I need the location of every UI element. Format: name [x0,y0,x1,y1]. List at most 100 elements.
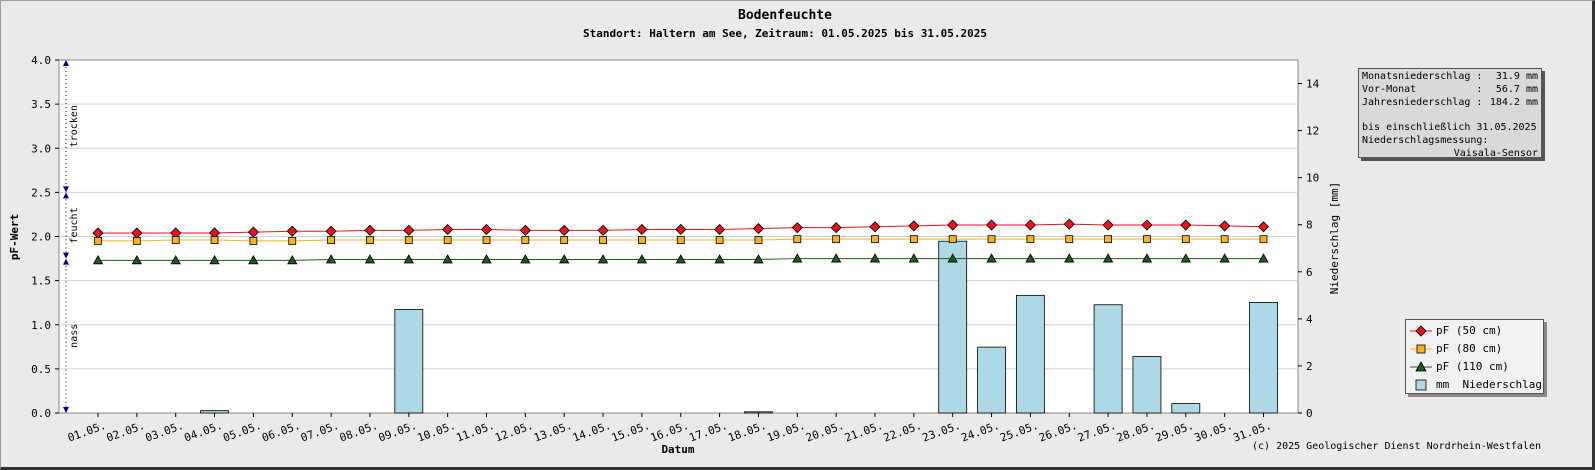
data-point [1064,253,1075,263]
y2-tick-label: 8 [1306,219,1313,232]
data-point [403,254,414,264]
x-tick-label: 09.05. [377,419,419,445]
data-point [714,254,725,264]
green-triangle-icon [1410,361,1432,372]
y2-tick-label: 10 [1306,172,1319,185]
data-point [442,254,453,264]
data-point [947,253,958,263]
data-point [443,236,452,244]
data-point [676,236,685,244]
data-point [869,221,881,233]
data-point [1065,235,1074,244]
x-tick-label: 30.05. [1193,419,1235,445]
data-point [636,223,648,236]
y-tick-label: 3.0 [31,142,51,155]
precipitation-bar [1132,356,1162,414]
data-point [559,254,570,264]
data-point [908,253,920,263]
red-diamond-icon [1410,325,1432,337]
data-point [1181,235,1190,244]
zone-arrow-up-icon [63,192,69,199]
data-point [92,255,104,265]
data-point [1219,220,1231,232]
info-sensor-name: Vaisala-Sensor [1453,147,1538,159]
x-tick-label: 17.05. [688,419,730,445]
data-point [752,222,765,235]
data-point [1025,253,1036,263]
data-point [638,236,646,244]
legend-label: pF (50 cm) [1436,324,1503,337]
data-point [599,236,607,244]
x-tick-label: 27.05. [1076,419,1118,445]
info-value: 184.2 mm [1489,96,1538,108]
data-point [1024,219,1036,231]
legend-item-pf110: pF (110 cm) [1406,358,1543,376]
y2-tick-label: 6 [1306,266,1313,279]
data-point [249,237,258,245]
data-point [675,254,686,264]
info-date-note: bis einschließlich 31.05.2025 [1362,122,1537,134]
x-tick-label: 20.05. [804,419,846,445]
data-point [171,236,180,244]
info-row-year: Jahresniederschlag : 184.2 mm [1362,97,1538,110]
data-point [832,235,841,244]
y2-tick-label: 14 [1306,78,1320,91]
data-point [481,254,492,264]
info-label: Monatsniederschlag : [1362,71,1483,82]
legend-item-pf80: pF (80 cm) [1406,340,1543,358]
data-point [480,223,493,236]
zone-arrow-down-icon [63,252,69,259]
data-point [209,255,220,265]
x-tick-label: 01.05. [66,419,108,445]
x-tick-label: 06.05. [260,419,302,445]
copyright-notice: (c) 2025 Geologischer Dienst Nordrhein-W… [1252,441,1541,452]
y2-tick-label: 2 [1306,360,1313,373]
data-point [793,235,802,244]
precipitation-bar [1249,301,1278,414]
data-point [791,222,803,234]
data-point [871,235,879,244]
data-point [519,224,531,236]
y-tick-label: 1.0 [31,319,51,332]
data-point [830,253,842,263]
y2-axis-title: Niederschlag [mm] [1328,182,1341,295]
data-point [1063,218,1075,230]
data-point [364,254,376,264]
data-point [830,222,842,234]
x-tick-label: 21.05. [843,419,885,445]
y-axis-title: pF-Wert [8,214,21,260]
data-point [442,223,454,236]
zone-label: trocken [69,105,80,147]
info-measurement-note: Niederschlagsmessung: [1362,134,1489,146]
precipitation-bar [977,346,1006,414]
precipitation-bar [1016,294,1045,414]
data-point [1258,253,1269,263]
precipitation-bar [1171,403,1201,414]
data-point [404,236,413,244]
x-tick-label: 28.05. [1115,419,1157,445]
data-point [715,236,724,244]
x-tick-label: 23.05. [921,419,963,445]
zone-arrow-down-icon [63,186,69,193]
x-tick-label: 22.05. [882,419,924,445]
info-value: 31.9 mm [1495,71,1538,82]
precipitation-bar [1093,304,1123,414]
x-tick-label: 02.05. [105,419,147,445]
chart-subtitle: Standort: Haltern am See, Zeitraum: 01.0… [583,27,987,40]
data-point [364,224,376,236]
data-point [987,235,996,244]
x-tick-label: 12.05. [493,419,535,445]
data-point [1257,221,1270,233]
data-point [558,224,570,236]
data-point [792,253,803,263]
info-label: Jahresniederschlag : [1362,96,1483,108]
legend-item-pf50: pF (50 cm) [1406,322,1543,340]
y-tick-label: 3.5 [31,98,51,111]
data-point [1220,235,1229,244]
info-value: 56.7 mm [1495,83,1538,95]
legend-item-precipitation: mm Niederschlag [1406,376,1543,394]
zone-label: feucht [69,207,80,243]
y-tick-label: 0.5 [31,363,51,376]
x-tick-label: 08.05. [338,419,380,445]
